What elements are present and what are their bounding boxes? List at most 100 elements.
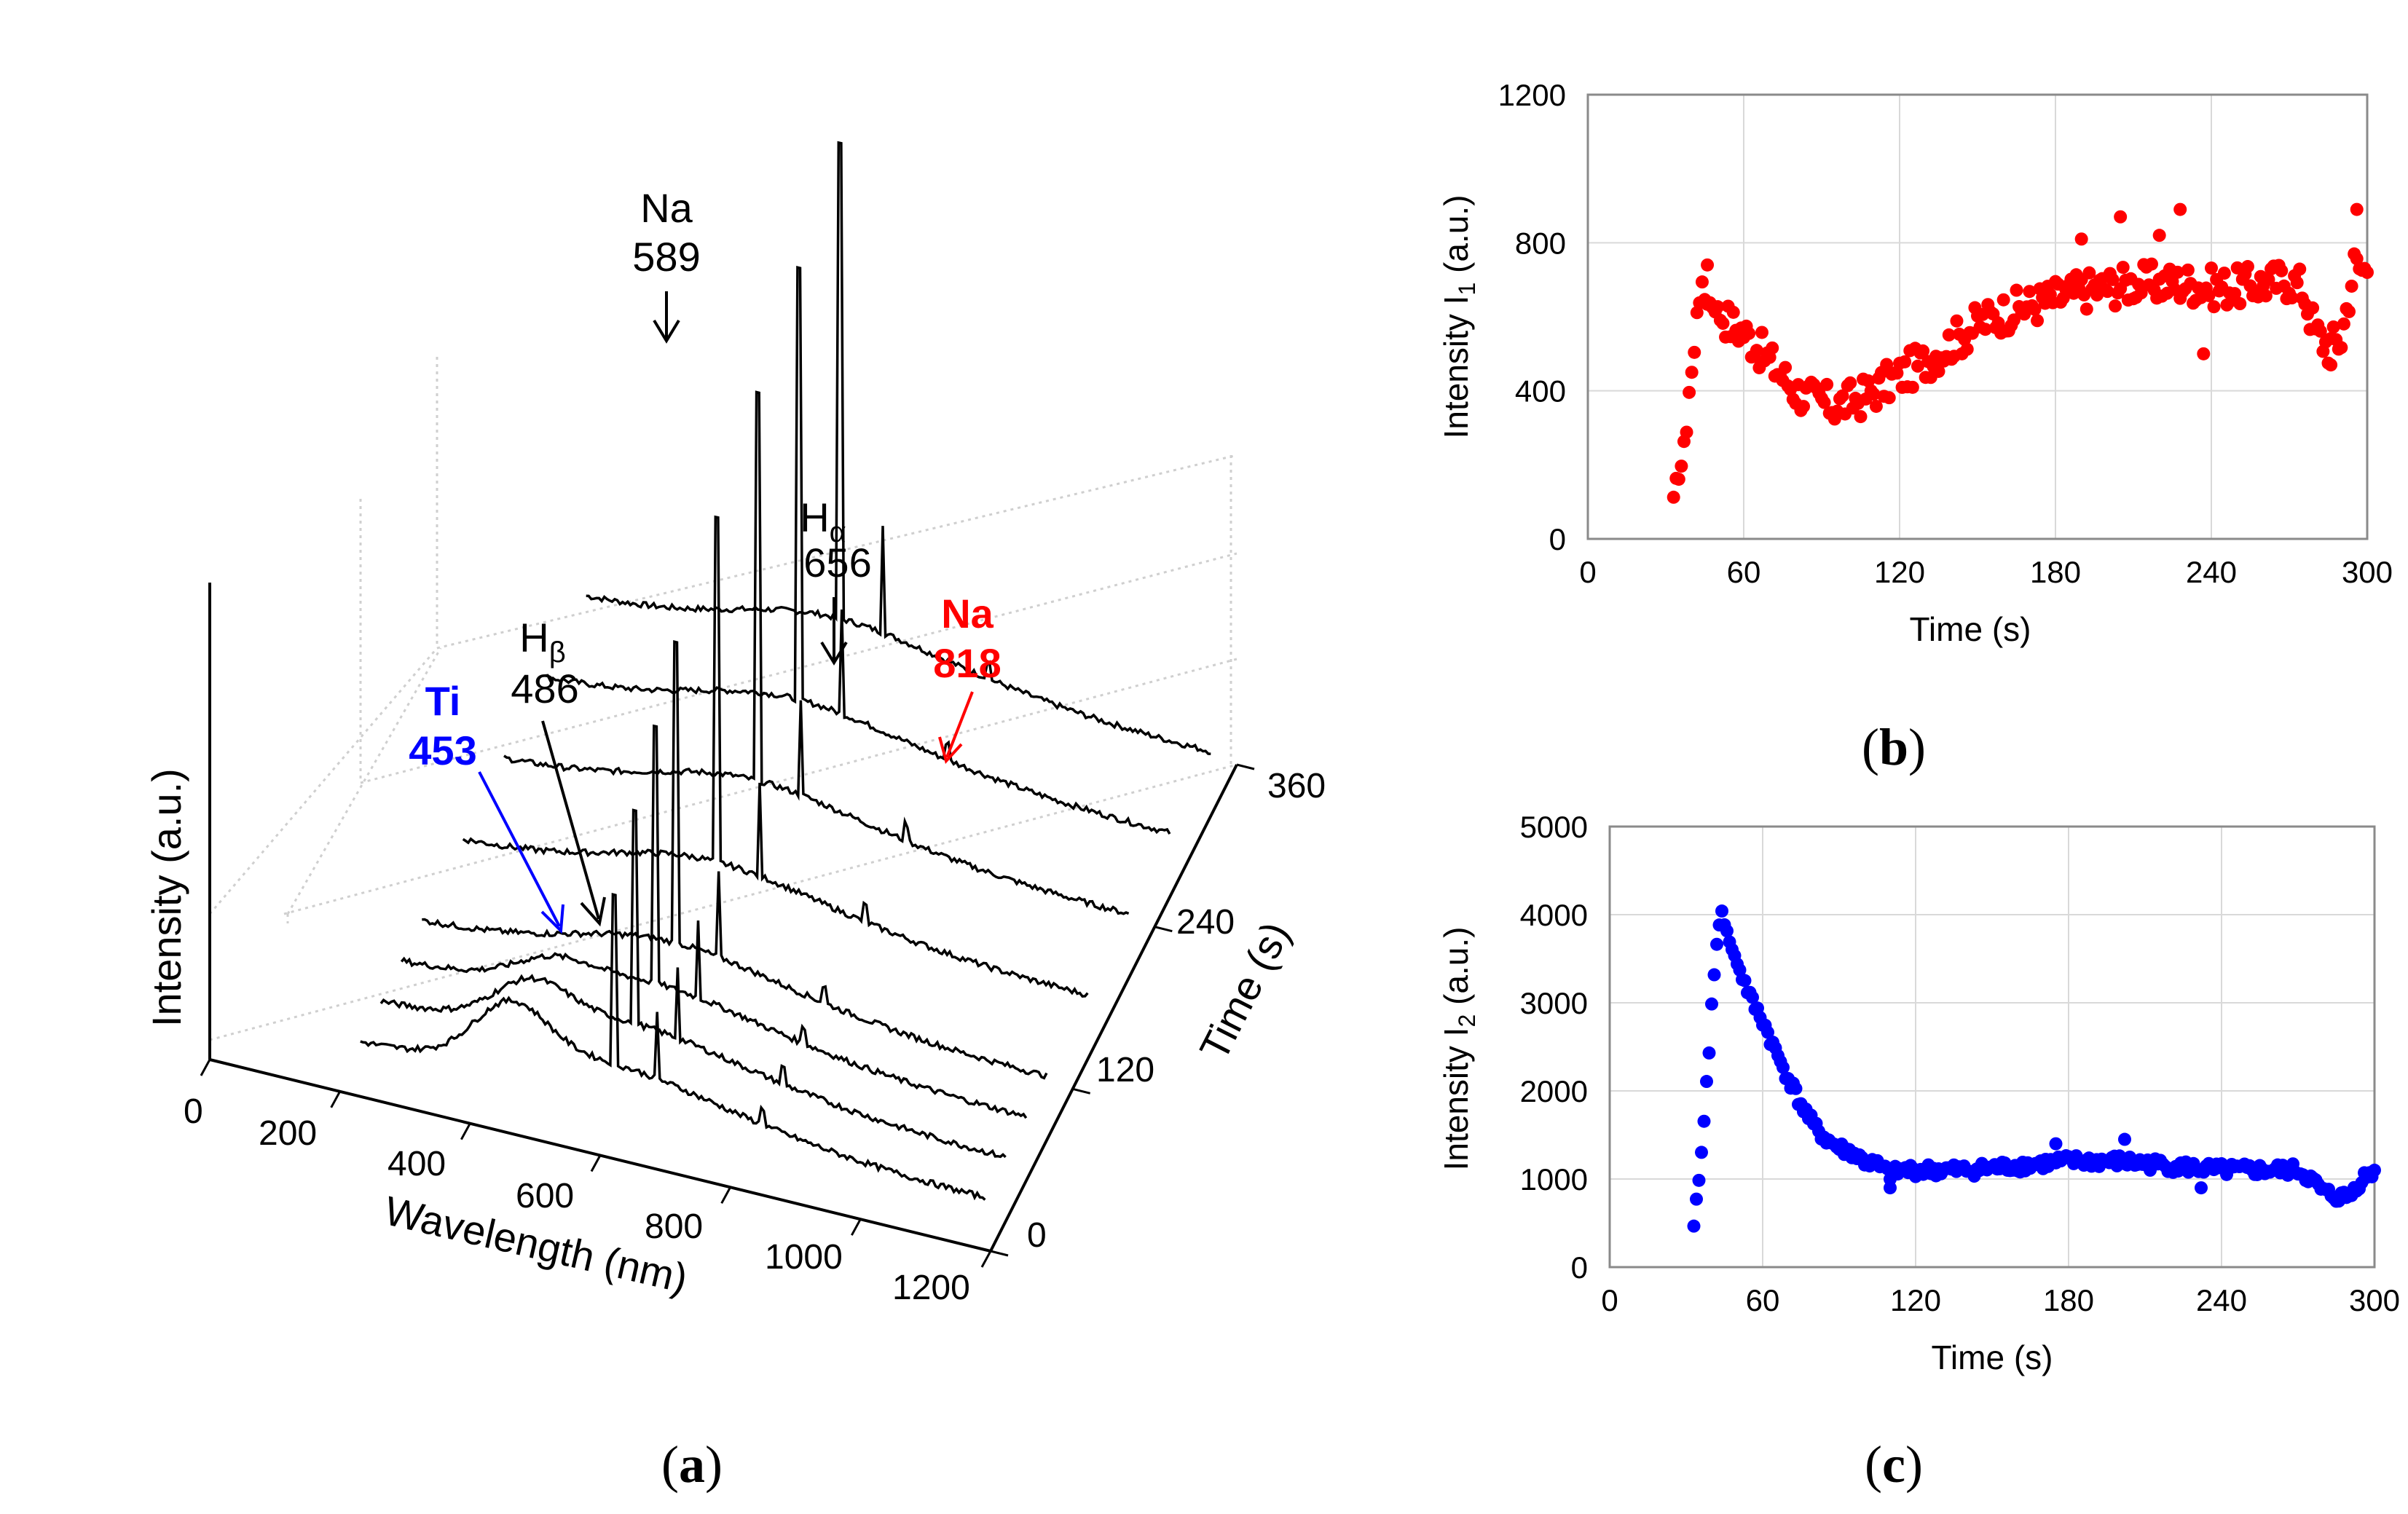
data-point [2342,304,2356,318]
spectrum-trace [400,724,1028,1119]
data-point [2290,276,2304,290]
wall-guide-3 [360,552,1238,784]
data-point [2197,347,2211,360]
panel-c-data-points [1687,904,2381,1233]
intensity-axis-title: Intensity (a.u.) [143,768,189,1027]
data-point [1898,355,1912,368]
data-point [1716,316,1730,330]
data-point [2010,283,2023,297]
panel-a-waterfall-chart: 0 200 400 600 800 1000 1200 0 120 240 36… [143,141,1326,1494]
peak-label-na589-value: 589 [632,234,700,280]
peak-arrow-na818 [945,691,974,758]
peak-label-ti453-value: 453 [409,728,476,773]
y-tick-label: 5000 [1520,810,1588,844]
y-tick-label: 1200 [1498,78,1566,112]
data-point [1911,359,1924,373]
y-tick-label: 0 [1571,1250,1588,1285]
wall-diag-2 [286,647,442,915]
data-point [1702,1046,1716,1060]
data-point [1726,305,1740,319]
peak-label-halpha-element: Hα [800,494,846,548]
time-tick [1154,926,1173,933]
data-point [1683,385,1696,399]
data-point [2195,1181,2208,1195]
data-point [2306,301,2320,315]
data-point [2368,1163,2381,1177]
data-point [1692,1173,1706,1187]
data-point [2080,302,2093,316]
wl-tick-label: 1000 [765,1238,843,1277]
panel-b-data-points [1667,202,2374,504]
wl-tick-label: 400 [387,1145,446,1183]
wl-tick [200,1059,211,1076]
spectrum-trace [360,892,986,1201]
wl-tick-label: 0 [184,1092,203,1131]
data-point [1960,342,1974,356]
peak-label-hbeta-value: 486 [511,666,578,711]
peak-label-hbeta-element: Hβ [519,615,565,669]
panel-c-scatter-chart: 0 60 120 180 240 300 0 1000 2000 3000 4000 5000 Ti… [1437,810,2400,1494]
data-point [1695,275,1709,289]
data-point [1862,374,1876,388]
x-tick-label: 120 [1874,555,1925,589]
data-point [1707,968,1721,982]
data-point [1675,460,1688,473]
data-point [1766,341,1779,355]
data-point [1854,410,1868,424]
time-tick [990,1250,1009,1257]
data-point [1761,1025,1774,1039]
x-tick-label: 240 [2196,1283,2247,1317]
spectrum-trace [545,265,1171,835]
data-point [2313,324,2327,338]
peak-arrowhead-na818 [938,736,963,765]
wl-tick [851,1218,862,1236]
wl-tick-label: 800 [645,1207,703,1246]
data-point [2152,229,2166,243]
data-point [1738,974,1752,987]
peak-label-na589-element: Na [640,185,693,231]
data-point [1667,490,1680,504]
data-point [1701,258,1715,272]
data-point [2202,288,2216,302]
data-point [2031,314,2045,328]
data-point [1835,389,1849,403]
data-point [1905,380,1919,394]
data-point [2350,202,2364,216]
peak-arrowhead-na589 [653,319,680,344]
y-tick-label: 1000 [1520,1162,1588,1196]
panel-c-x-tick-labels: 0 60 120 180 240 300 [1601,1283,2400,1317]
wavelength-tick-labels: 0 200 400 600 800 1000 1200 [184,1092,970,1307]
wall-diag-1 [208,647,438,915]
spectrum-trace [586,141,1211,755]
data-point [2207,300,2221,314]
peak-arrowhead-halpha [820,641,848,666]
spectrum-trace [462,515,1089,998]
data-point [1797,400,1811,414]
data-point [1884,1181,1897,1195]
panel-b-scatter-chart: 0 60 120 180 240 300 0 400 800 1200 Time (s) Int… [1437,78,2393,776]
x-tick-label: 300 [2349,1283,2400,1317]
spectrum-trace [503,390,1130,915]
wall-guide-4 [436,454,1238,650]
panel-b-gridlines [1588,95,2367,539]
data-point [1705,997,1718,1011]
data-point [2074,232,2088,246]
data-point [2259,289,2273,303]
y-tick-label: 800 [1515,226,1566,260]
panel-c-x-axis-title: Time (s) [1932,1338,2053,1376]
data-point [1996,293,2010,307]
data-point [2228,287,2242,301]
time-tick-label: 0 [1027,1216,1047,1255]
y-tick-label: 2000 [1520,1074,1588,1108]
wl-tick-label: 1200 [892,1269,970,1307]
panel-b-y-axis-title: Intensity I1 (a.u.) [1437,195,1480,439]
data-point [2171,265,2184,279]
data-point [2082,266,2096,280]
wl-tick [330,1091,341,1108]
x-tick-label: 180 [2030,555,2081,589]
peak-label-na818-element: Na [941,591,994,636]
data-point [2345,279,2358,293]
wl-tick [980,1250,992,1268]
data-point [1844,376,1857,390]
data-point [2240,260,2254,274]
